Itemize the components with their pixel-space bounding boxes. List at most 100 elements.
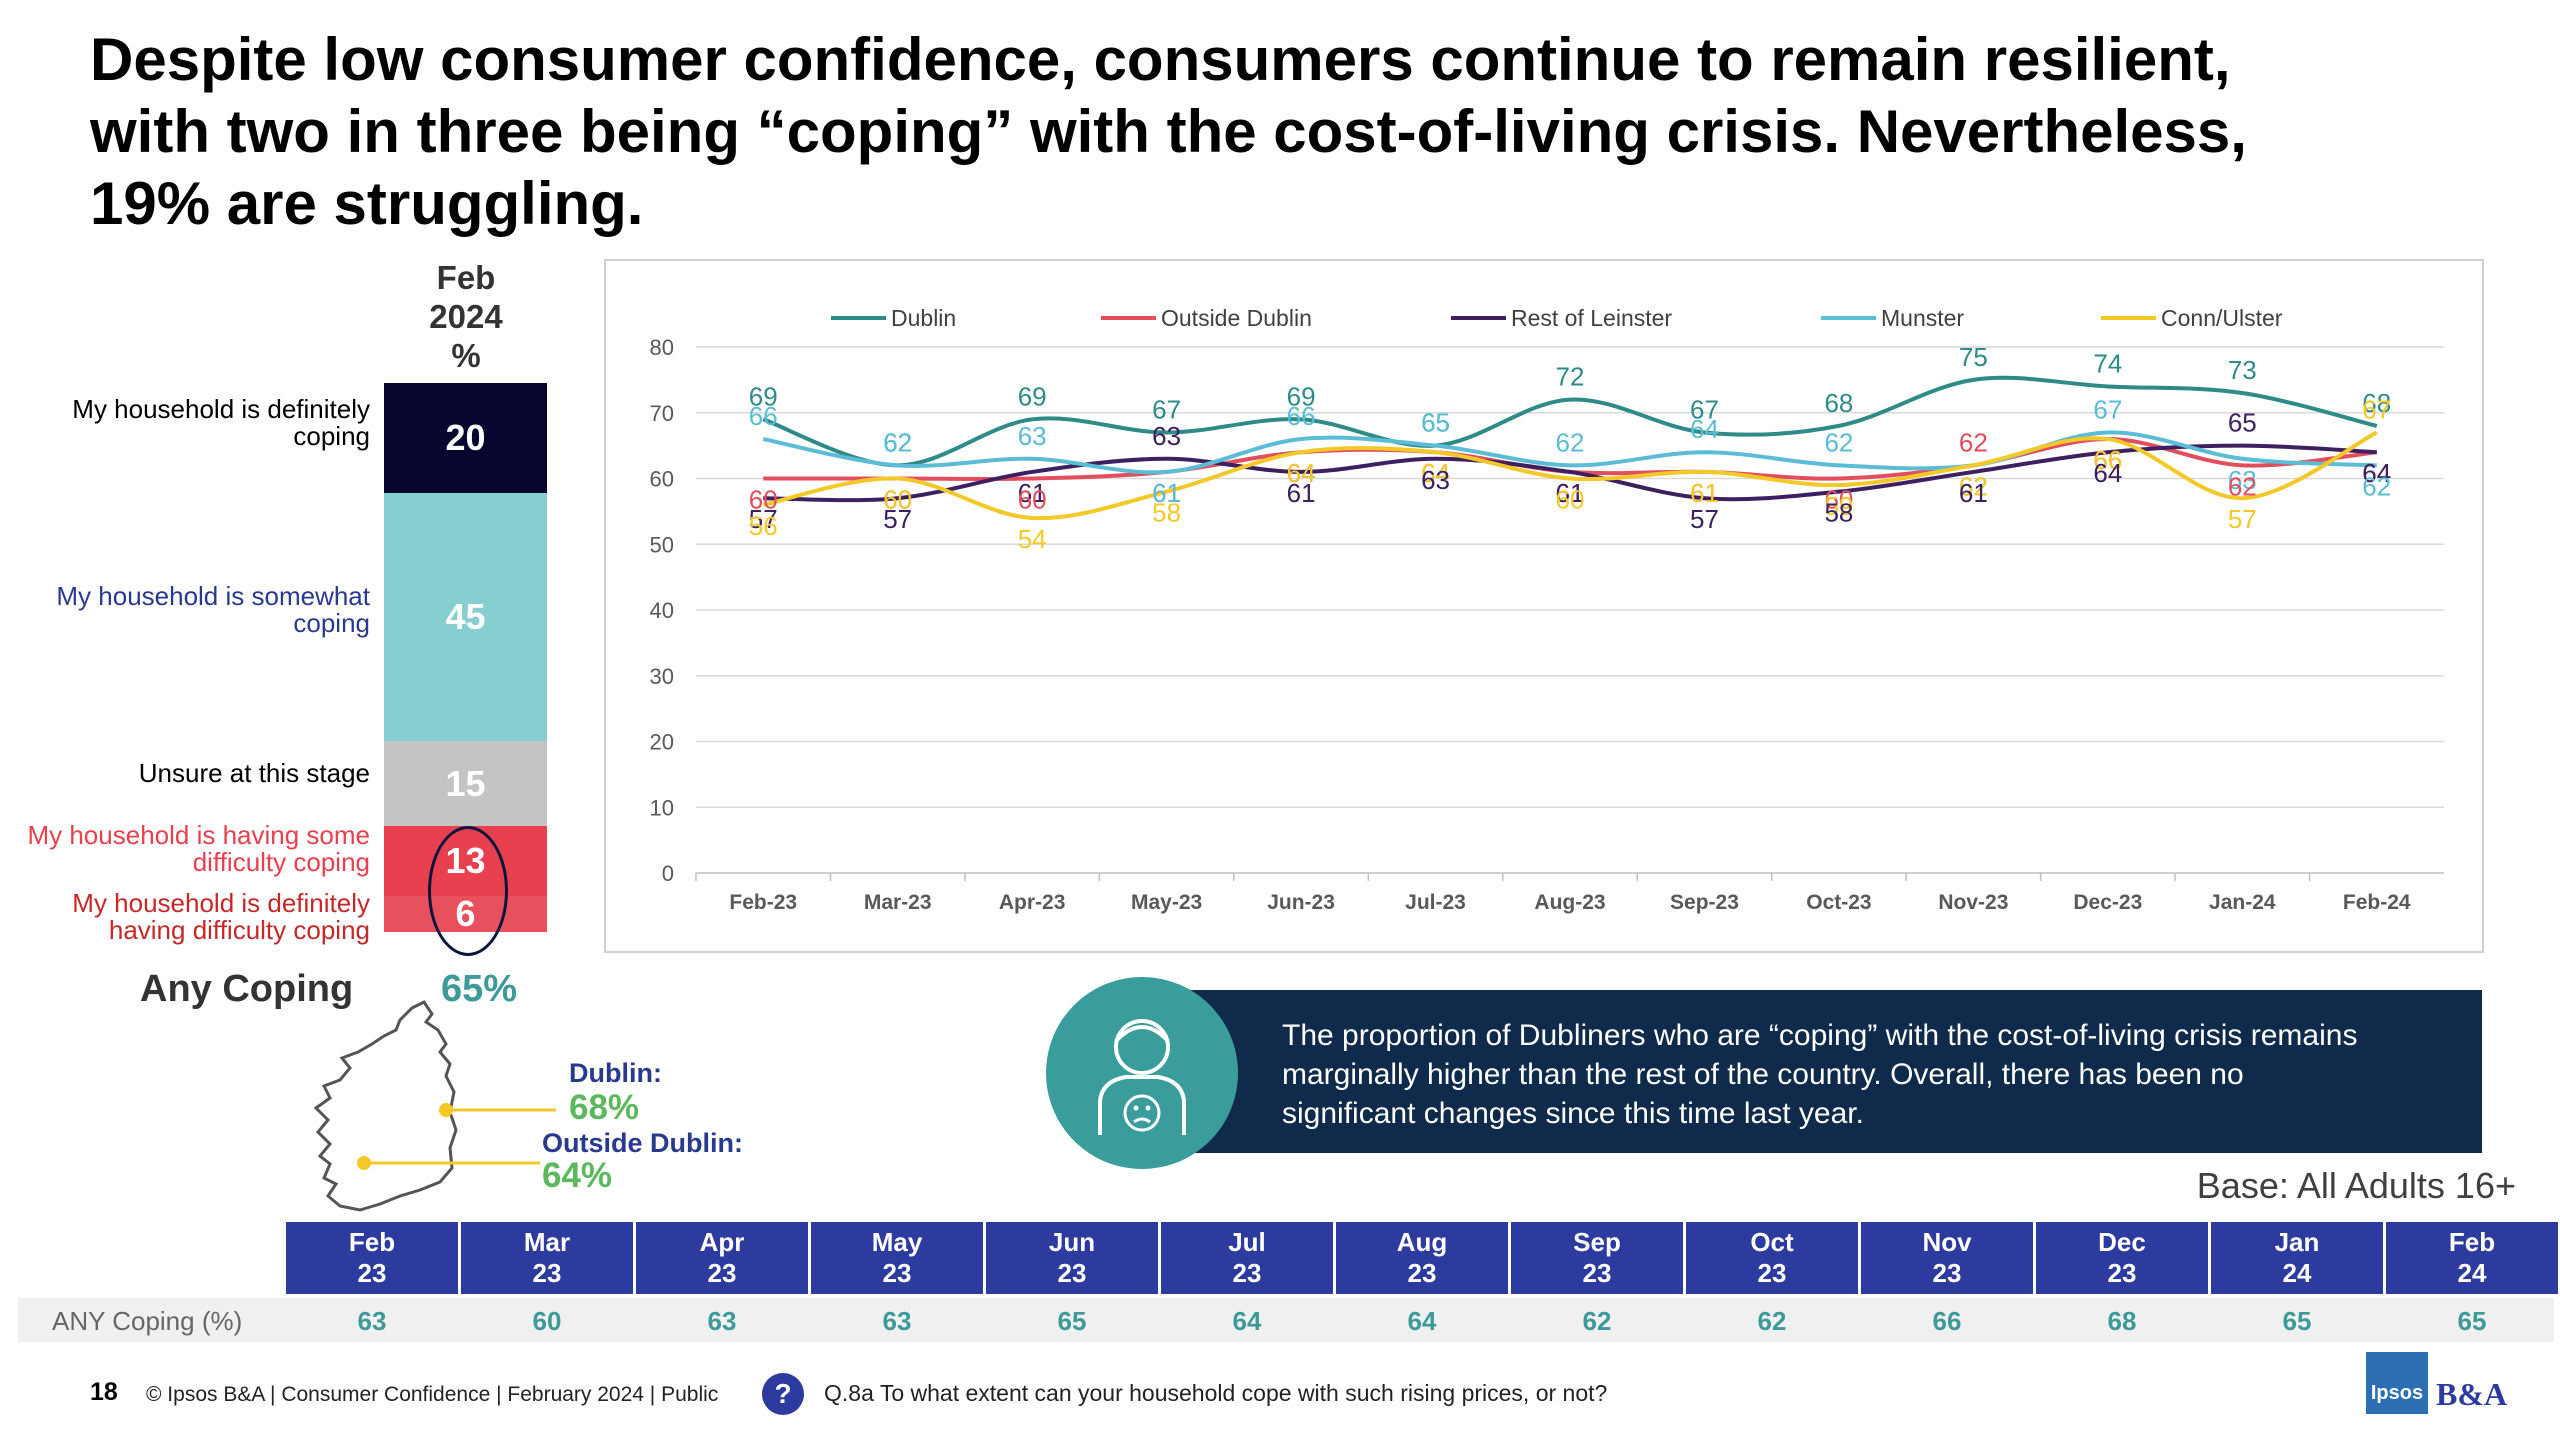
data-label: 74 (2093, 348, 2122, 378)
page-number: 18 (90, 1378, 118, 1406)
table-header-month: Aug (1396, 1227, 1448, 1257)
stack-segment: 20 (384, 383, 547, 493)
data-label: 59 (1824, 491, 1853, 521)
x-tick-label: Jun-23 (1267, 891, 1335, 914)
stack-label-line: My household is definitely (72, 394, 370, 424)
data-label: 60 (1556, 485, 1585, 515)
y-tick-label: 70 (650, 401, 674, 426)
data-label: 57 (883, 504, 912, 534)
table-header-cell: Nov 23 (1861, 1222, 2033, 1294)
series-line (762, 375, 2378, 468)
ireland-map (300, 1000, 620, 1220)
stack-label-line: coping (293, 421, 370, 451)
stack-segment-label: My household is having some difficulty co… (27, 822, 370, 876)
table-row-label: ANY Coping (%) (52, 1306, 243, 1336)
stack-segment-value: 45 (445, 596, 486, 637)
data-label: 57 (749, 504, 778, 534)
callout-line: marginally higher than the rest of the c… (1282, 1058, 2244, 1091)
data-label: 62 (1959, 471, 1988, 501)
data-label: 62 (1824, 427, 1853, 457)
table-header-cell: Feb 23 (286, 1222, 458, 1294)
data-label: 56 (749, 511, 778, 541)
callout-box: The proportion of Dubliners who are “cop… (1190, 990, 2482, 1153)
data-label: 58 (1152, 498, 1181, 528)
table-header-year: 24 (2457, 1258, 2487, 1288)
table-header-month: Nov (1922, 1227, 1972, 1257)
legend-label: Dublin (891, 305, 956, 331)
data-label: 64 (1421, 458, 1450, 488)
stack-header: Feb 2024 % (400, 258, 532, 375)
stack-segment-label: My household is definitely coping (72, 396, 370, 450)
data-label: 68 (1824, 388, 1853, 418)
data-label: 67 (2093, 394, 2122, 424)
data-label: 67 (1152, 394, 1181, 424)
worried-person-icon (1046, 977, 1238, 1169)
data-label: 63 (2228, 465, 2257, 495)
table-cell: 65 (2457, 1306, 2487, 1336)
x-tick-label: Jul-23 (1405, 891, 1466, 914)
base-note: Base: All Adults 16+ (2196, 1165, 2516, 1206)
table-header-cell: Feb 24 (2386, 1222, 2558, 1294)
table-header-year: 24 (2282, 1258, 2312, 1288)
table-cell: 63 (357, 1306, 387, 1336)
stack-label-line: My household is definitely (72, 888, 370, 918)
ba-logo: B&A (2436, 1376, 2508, 1412)
stack-segment-label: My household is definitely having difficu… (72, 890, 370, 944)
ireland-map-icon (313, 1000, 556, 1212)
table-header-cell: Jun 23 (986, 1222, 1158, 1294)
data-label: 64 (1690, 414, 1719, 444)
series-line (762, 430, 2377, 475)
title-line: 19% are struggling. (90, 170, 644, 237)
data-label: 72 (1556, 362, 1585, 392)
stack-label-line: difficulty coping (192, 847, 370, 877)
table-cell: 68 (2107, 1306, 2137, 1336)
data-label: 66 (2093, 445, 2122, 475)
data-label: 62 (1556, 427, 1585, 457)
y-tick-label: 60 (650, 467, 674, 492)
table-header-month: Sep (1573, 1227, 1621, 1257)
y-tick-label: 10 (650, 795, 674, 820)
data-label: 60 (883, 485, 912, 515)
x-tick-label: May-23 (1131, 891, 1202, 914)
stack-segment-label: My household is somewhat coping (56, 583, 370, 637)
question-icon: ? (762, 1373, 804, 1415)
data-label: 64 (1287, 458, 1316, 488)
dublin-value: 68% (569, 1088, 640, 1127)
y-tick-label: 30 (650, 664, 674, 689)
data-label: 62 (883, 427, 912, 457)
x-tick-label: Oct-23 (1806, 891, 1871, 914)
data-label: 69 (1287, 381, 1316, 411)
table-header-year: 23 (1232, 1258, 1262, 1288)
data-label: 64 (2362, 458, 2391, 488)
data-label: 68 (2362, 388, 2391, 418)
data-label: 62 (883, 427, 912, 457)
data-label: 60 (1018, 485, 1047, 515)
callout-line: The proportion of Dubliners who are “cop… (1282, 1019, 2358, 1052)
table-header-year: 23 (707, 1258, 737, 1288)
table-header-year: 23 (882, 1258, 912, 1288)
data-label: 65 (2228, 408, 2257, 438)
table-header-cell: Jul 23 (1161, 1222, 1333, 1294)
table-header-month: Apr (699, 1227, 745, 1257)
data-label: 63 (1152, 421, 1181, 451)
stack-header-unit: % (451, 337, 481, 374)
table-cell: 60 (532, 1306, 562, 1336)
table-header-cell: Apr 23 (636, 1222, 808, 1294)
data-label: 65 (1421, 408, 1450, 438)
table-cell: 63 (882, 1306, 912, 1336)
table-cell: 66 (1932, 1306, 1962, 1336)
table-cell: 64 (1232, 1306, 1262, 1336)
data-label: 60 (1824, 485, 1853, 515)
table-header-month: Dec (2098, 1227, 2146, 1257)
stack-segment: 45 (384, 493, 547, 741)
data-label: 64 (1421, 458, 1450, 488)
data-label: 64 (2362, 458, 2391, 488)
outside-dublin-value: 64% (542, 1156, 613, 1195)
highlight-ring (428, 826, 508, 956)
table-header-cell: Sep 23 (1511, 1222, 1683, 1294)
stack-label-line: coping (293, 608, 370, 638)
data-label: 61 (1152, 478, 1181, 508)
title-line: Despite low consumer confidence, consume… (90, 26, 2231, 93)
data-label: 61 (1287, 478, 1316, 508)
stack-segment-value: 15 (445, 762, 486, 804)
